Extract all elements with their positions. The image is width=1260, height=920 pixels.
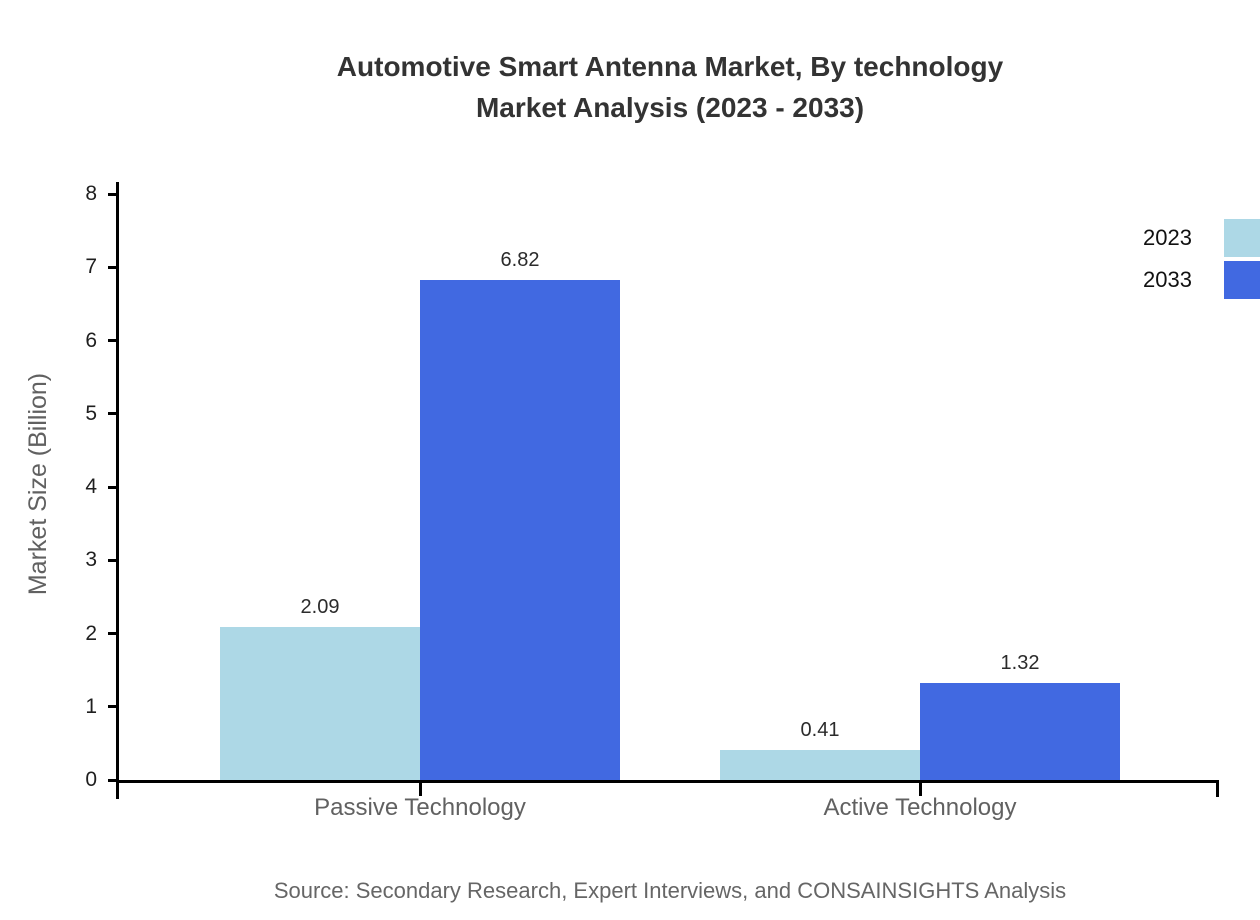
bar-2033-passive-technology	[420, 280, 620, 780]
y-axis-line	[116, 182, 119, 799]
y-axis-tick	[108, 485, 119, 489]
x-axis-tick	[418, 780, 422, 796]
chart-title-line1: Automotive Smart Antenna Market, By tech…	[336, 51, 1004, 82]
y-axis-tick-label: 6	[85, 328, 97, 352]
y-axis-tick-label: 1	[85, 694, 97, 718]
legend-label-2033: 2033	[1143, 267, 1192, 292]
chart-title-line2: Market Analysis (2023 - 2033)	[475, 92, 865, 123]
bar-2023-active-technology	[720, 750, 920, 780]
y-axis-tick	[108, 632, 119, 635]
source-text: Source: Secondary Research, Expert Inter…	[273, 878, 1067, 903]
bar-value-label: 1.32	[1000, 652, 1040, 674]
bar-value-label: 2.09	[300, 596, 340, 618]
legend-label-2023: 2023	[1143, 225, 1192, 250]
y-axis-tick-label: 2	[85, 621, 97, 645]
x-axis-line	[116, 780, 1219, 783]
bar-value-label: 0.41	[800, 719, 840, 741]
y-axis-tick	[108, 339, 119, 342]
y-axis-tick-label: 8	[85, 182, 97, 205]
y-axis-tick	[108, 192, 119, 196]
bar-value-label: 6.82	[500, 249, 540, 271]
legend-swatch-2023	[1224, 219, 1260, 257]
bar-2023-passive-technology	[220, 627, 420, 780]
y-axis-tick	[108, 558, 119, 562]
plot-area: 0 1 2 3 4 5 6 7 8 2.09 0.41 6.82 1.32 Passive Technol…	[85, 182, 1220, 821]
y-axis-title: Market Size (Billion)	[24, 372, 52, 596]
y-axis-tick	[108, 265, 119, 269]
chart-title: Automotive Smart Antenna Market, By tech…	[80, 46, 1260, 128]
x-axis-category-label: Active Technology	[823, 794, 1017, 821]
bar-2033-active-technology	[920, 683, 1120, 780]
x-axis-category-label: Passive Technology	[314, 794, 526, 821]
y-axis-tick-label: 7	[85, 255, 97, 279]
y-axis-tick-label: 0	[85, 768, 97, 791]
y-axis-tick-label: 5	[85, 401, 97, 425]
y-axis-tick	[108, 412, 119, 416]
x-axis-tick	[918, 780, 922, 796]
y-axis-tick-label: 4	[85, 475, 97, 498]
y-axis-tick	[108, 778, 119, 782]
x-axis-end-tick	[1216, 780, 1219, 797]
y-axis-tick	[108, 705, 119, 709]
legend-swatch-2033	[1224, 261, 1260, 299]
y-axis-tick-label: 3	[85, 548, 97, 572]
